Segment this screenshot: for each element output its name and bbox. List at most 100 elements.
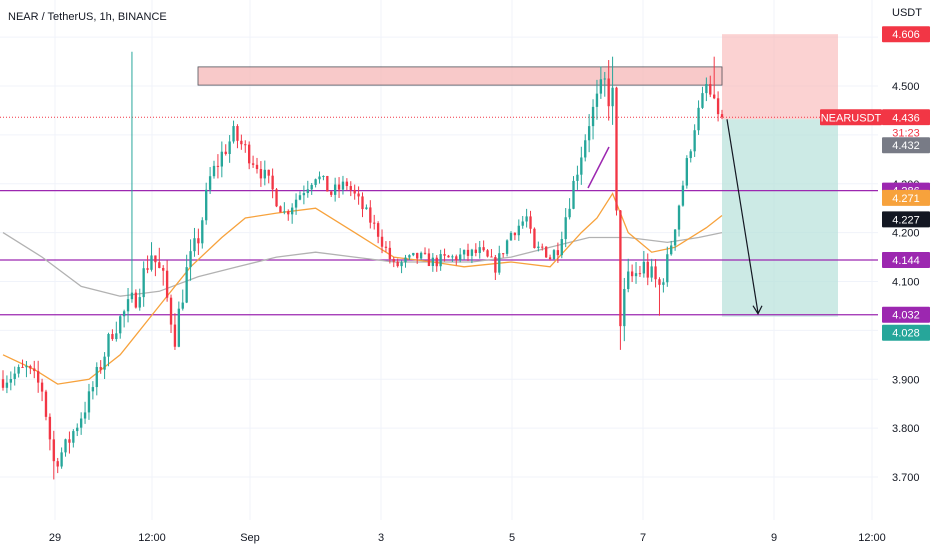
- price-tag-ma_fast: [882, 189, 930, 206]
- take-profit-zone: [722, 119, 838, 317]
- candle-body: [603, 78, 606, 80]
- candle-body: [263, 169, 266, 179]
- candle-body: [642, 261, 646, 274]
- candle-body: [165, 270, 169, 298]
- candle-body: [244, 144, 247, 146]
- time-axis[interactable]: 29 12:00 Sep 3 5 7 9 12:00: [0, 520, 932, 550]
- candle-body: [9, 379, 12, 383]
- candle-body: [361, 196, 364, 210]
- candle-body: [486, 250, 489, 257]
- candle-body: [580, 157, 583, 175]
- candle-body: [5, 382, 9, 388]
- candle-body: [623, 289, 626, 327]
- candle-body: [498, 253, 501, 273]
- candle-body: [408, 255, 411, 258]
- candle-body: [521, 221, 524, 226]
- price-tag-target: [882, 324, 930, 341]
- price-tag-text: 4.432: [892, 140, 920, 152]
- candle-body: [220, 151, 223, 167]
- candle-body: [337, 184, 341, 190]
- candle-body: [177, 308, 181, 347]
- candle-body: [552, 250, 556, 260]
- price-tick-label: 4.100: [892, 277, 920, 289]
- candle-body: [283, 211, 286, 213]
- candle-body: [513, 232, 517, 236]
- countdown-background: [882, 125, 930, 140]
- candle-body: [251, 163, 255, 165]
- candle-body: [122, 311, 126, 317]
- candle-body: [705, 84, 708, 94]
- time-tick-label: 5: [509, 532, 515, 544]
- candle-body: [478, 247, 481, 253]
- candle-body: [275, 189, 278, 207]
- candle-body: [353, 189, 356, 194]
- candle-body: [87, 391, 91, 413]
- price-tag-stop: [882, 26, 930, 43]
- candle-body: [306, 189, 309, 194]
- candle-body: [435, 257, 438, 267]
- candle-body: [29, 366, 32, 369]
- candle-body: [314, 179, 317, 185]
- time-axis-background: [0, 520, 932, 550]
- price-tag-text: 4.271: [892, 193, 920, 205]
- candle-body: [630, 271, 634, 277]
- time-tick-label: 9: [771, 532, 777, 544]
- candle-body: [298, 195, 302, 200]
- time-tick-label: 12:00: [858, 532, 886, 544]
- candle-body: [99, 366, 102, 370]
- candle-body: [287, 211, 290, 215]
- candle-body: [83, 412, 87, 419]
- candle-body: [150, 255, 153, 270]
- candle-body: [330, 191, 333, 195]
- candle-body: [302, 193, 306, 196]
- candle-body: [119, 316, 122, 334]
- candle-body: [654, 266, 657, 280]
- candle-body: [658, 279, 661, 285]
- candle-body: [79, 418, 83, 428]
- candle-body: [400, 262, 403, 267]
- price-tag-text: 4.606: [892, 29, 920, 41]
- candle-body: [666, 254, 669, 283]
- candle-body: [224, 151, 227, 155]
- candle-body: [44, 391, 48, 417]
- horizontal-levels[interactable]: [0, 116, 878, 316]
- candle-body: [502, 253, 505, 255]
- price-tick-label: 4.500: [892, 81, 920, 93]
- candle-body: [591, 106, 595, 127]
- candle-body: [345, 181, 349, 187]
- candle-body: [197, 238, 200, 244]
- candle-body: [392, 259, 395, 262]
- candle-body: [529, 216, 532, 229]
- drawings[interactable]: [587, 119, 763, 315]
- candle-body: [681, 185, 685, 206]
- candle-body: [662, 282, 665, 285]
- candle-body: [333, 184, 337, 195]
- candle-body: [290, 207, 294, 215]
- price-tag-gray: [882, 137, 930, 154]
- candle-body: [650, 266, 653, 278]
- resistance-zone: [197, 66, 723, 86]
- candle-body: [466, 249, 470, 256]
- candle-body: [544, 246, 548, 258]
- candle-body: [677, 205, 681, 230]
- candle-body: [154, 255, 157, 263]
- candle-body: [326, 175, 329, 192]
- candle-body: [459, 254, 462, 261]
- candle-body: [365, 207, 368, 210]
- candle-body: [169, 297, 173, 325]
- candle-body: [427, 253, 431, 266]
- candle-body: [33, 368, 36, 372]
- candle-body: [162, 267, 165, 271]
- price-tick-label: 4.200: [892, 228, 920, 240]
- candle-body: [232, 126, 235, 142]
- ma-slow-line: [2, 231, 723, 297]
- ma-fast-line: [2, 192, 723, 385]
- price-tag-text: 4.436: [892, 112, 920, 124]
- price-tag-last: [882, 109, 930, 126]
- candle-body: [607, 78, 610, 107]
- candle-body: [76, 427, 79, 432]
- candle-body: [384, 246, 388, 248]
- price-axis-background: [878, 0, 932, 550]
